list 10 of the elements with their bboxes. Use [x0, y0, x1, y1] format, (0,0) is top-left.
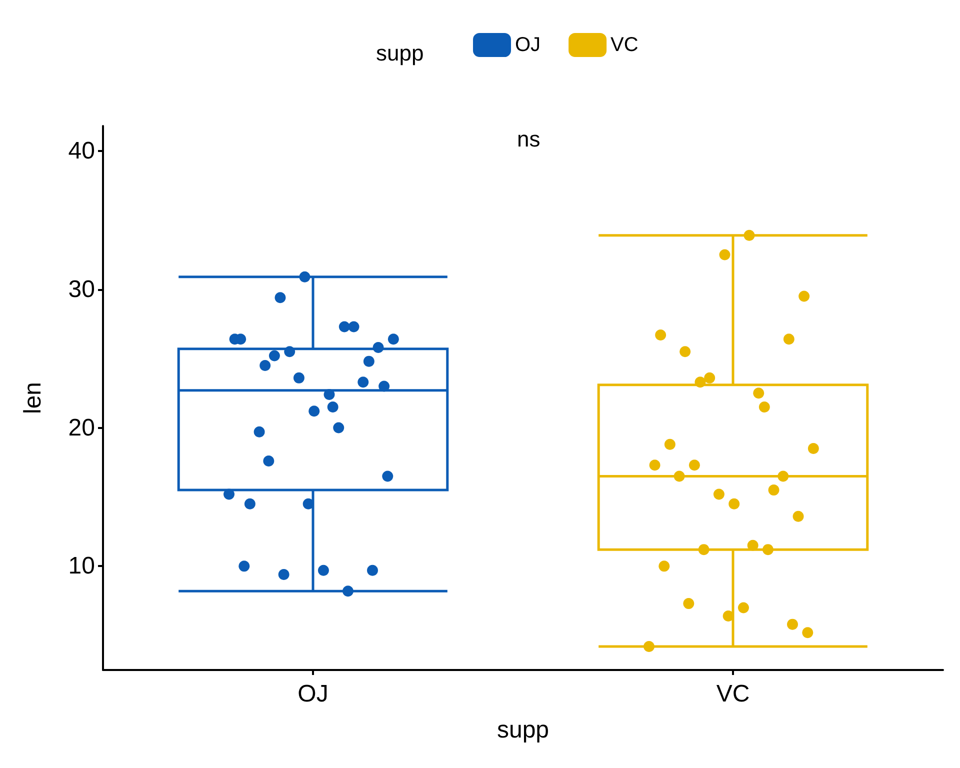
y-tick-label: 20	[68, 414, 95, 442]
y-axis-title: len	[20, 382, 46, 414]
y-tick-label: 10	[68, 552, 95, 580]
y-tick-label: 30	[68, 276, 95, 303]
legend-title: supp	[376, 40, 424, 66]
legend-label: OJ	[515, 34, 541, 56]
y-tick-label: 40	[68, 137, 95, 164]
legend-label: VC	[610, 34, 638, 56]
x-axis-title: supp	[496, 716, 550, 744]
annotation: ns	[517, 126, 540, 152]
